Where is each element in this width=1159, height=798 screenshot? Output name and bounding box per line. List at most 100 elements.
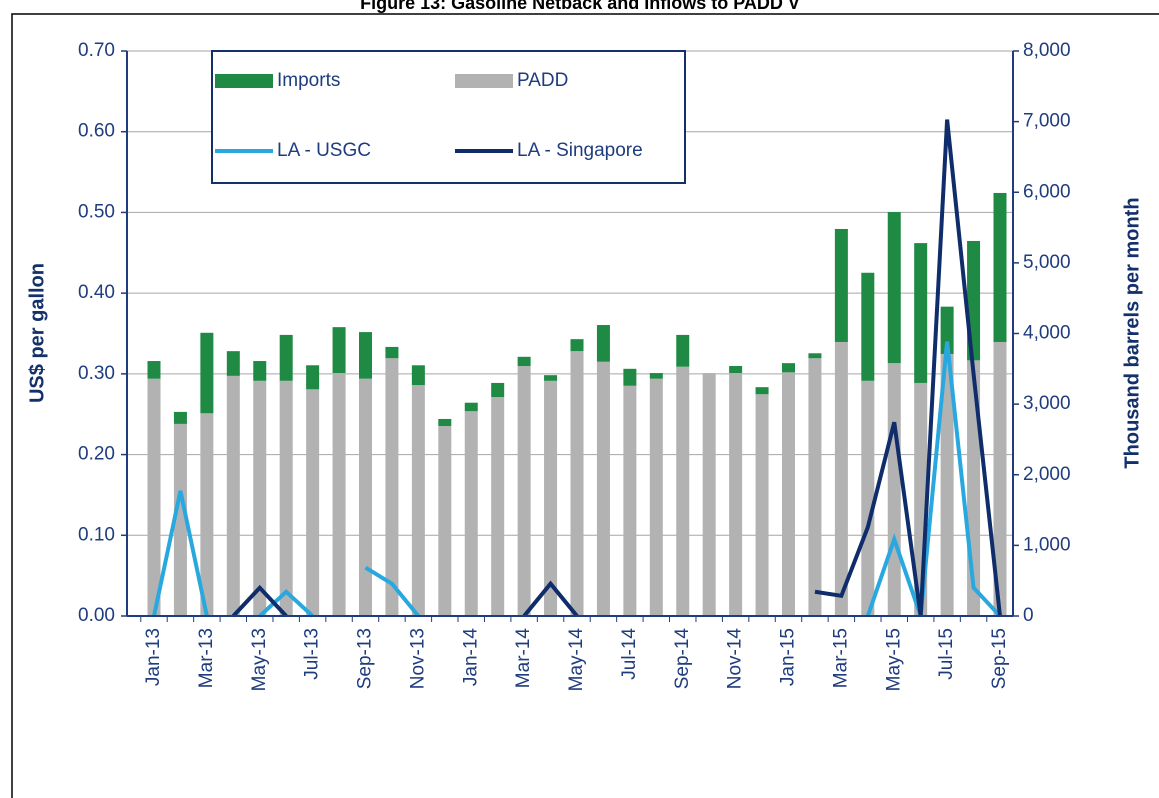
bar bbox=[544, 375, 558, 381]
x-tick-label: May-15 bbox=[883, 628, 904, 691]
bar bbox=[702, 373, 716, 616]
y-tick-label: 0.50 bbox=[78, 201, 115, 222]
legend-label: Imports bbox=[277, 70, 340, 91]
x-tick-label: Nov-14 bbox=[725, 628, 746, 690]
y-tick-label: 0.00 bbox=[78, 605, 115, 626]
bar bbox=[147, 378, 161, 616]
bar bbox=[623, 385, 637, 616]
legend-label: LA - USGC bbox=[277, 140, 371, 161]
bar bbox=[517, 356, 531, 366]
bar bbox=[464, 402, 478, 412]
y2-axis-title: Thousand barrels per month bbox=[1121, 197, 1143, 468]
bar bbox=[649, 378, 663, 616]
bar bbox=[464, 411, 478, 616]
y-tick-label: 0.20 bbox=[78, 444, 115, 465]
legend-swatch bbox=[455, 74, 513, 88]
y-tick-label: 0.60 bbox=[78, 121, 115, 142]
bar bbox=[173, 423, 187, 616]
y2-tick-label: 6,000 bbox=[1023, 181, 1071, 202]
bar bbox=[173, 411, 187, 424]
bar bbox=[385, 346, 399, 359]
bar bbox=[940, 306, 954, 354]
bar bbox=[861, 380, 875, 616]
bar bbox=[226, 375, 240, 616]
bar bbox=[729, 365, 743, 374]
bar bbox=[676, 334, 690, 367]
bar bbox=[676, 366, 690, 616]
y-tick-label: 0.40 bbox=[78, 282, 115, 303]
bar bbox=[834, 341, 848, 616]
y-tick-label: 0.70 bbox=[78, 40, 115, 61]
bar bbox=[359, 332, 372, 379]
line-series bbox=[152, 341, 1002, 618]
bar bbox=[649, 373, 663, 379]
bar bbox=[306, 365, 320, 390]
x-tick-label: Jul-14 bbox=[619, 628, 640, 680]
bar bbox=[332, 373, 346, 616]
y-tick-label: 0.30 bbox=[78, 363, 115, 384]
legend-label: LA - Singapore bbox=[517, 140, 643, 161]
y2-tick-label: 3,000 bbox=[1023, 393, 1071, 414]
bar bbox=[385, 358, 399, 616]
bar bbox=[940, 353, 954, 616]
bar bbox=[253, 380, 267, 616]
bar bbox=[596, 361, 610, 616]
bar bbox=[332, 327, 346, 374]
bar bbox=[279, 334, 293, 381]
x-tick-label: Mar-15 bbox=[830, 628, 851, 688]
bar bbox=[359, 378, 372, 616]
bar bbox=[914, 243, 928, 383]
y2-tick-label: 7,000 bbox=[1023, 111, 1071, 132]
bar bbox=[226, 351, 240, 376]
x-tick-label: Jan-13 bbox=[143, 628, 164, 686]
bar bbox=[200, 332, 214, 414]
y2-tick-label: 5,000 bbox=[1023, 252, 1071, 273]
bar bbox=[782, 372, 795, 616]
bar bbox=[411, 385, 425, 616]
bar bbox=[438, 426, 452, 616]
x-tick-label: May-14 bbox=[566, 628, 587, 692]
bar bbox=[570, 351, 584, 616]
bar bbox=[887, 363, 901, 616]
legend-label: PADD bbox=[517, 70, 568, 91]
y2-tick-label: 1,000 bbox=[1023, 534, 1071, 555]
bar bbox=[887, 212, 901, 364]
bar bbox=[729, 373, 743, 616]
x-tick-label: Jan-14 bbox=[460, 628, 481, 687]
legend: Imports PADD LA - USGC LA - Singapore bbox=[211, 50, 686, 184]
bar bbox=[570, 339, 584, 352]
x-tick-label: May-13 bbox=[249, 628, 270, 691]
bar bbox=[411, 365, 425, 386]
x-tick-label: Sep-15 bbox=[989, 628, 1010, 689]
bar bbox=[755, 394, 769, 616]
y2-tick-label: 8,000 bbox=[1023, 40, 1071, 61]
bar bbox=[491, 382, 505, 398]
x-tick-label: Mar-14 bbox=[513, 628, 534, 689]
legend-swatch bbox=[215, 74, 273, 88]
bar bbox=[755, 387, 769, 395]
x-tick-label: Jan-15 bbox=[778, 628, 799, 686]
bar bbox=[200, 413, 214, 616]
y-tick-label: 0.10 bbox=[78, 524, 115, 545]
x-tick-label: Jul-15 bbox=[936, 628, 957, 680]
bar bbox=[596, 325, 610, 362]
x-tick-label: Nov-13 bbox=[407, 628, 428, 689]
bar bbox=[438, 418, 452, 427]
bar bbox=[147, 361, 161, 379]
y2-tick-label: 4,000 bbox=[1023, 323, 1071, 344]
y2-tick-label: 2,000 bbox=[1023, 464, 1071, 485]
bar bbox=[834, 228, 848, 342]
bar bbox=[993, 341, 1007, 616]
bar bbox=[808, 358, 822, 616]
x-tick-label: Sep-14 bbox=[672, 628, 693, 690]
bar bbox=[993, 192, 1007, 342]
bar bbox=[306, 389, 320, 616]
x-tick-label: Mar-13 bbox=[196, 628, 217, 688]
y2-tick-label: 0 bbox=[1023, 605, 1034, 626]
y-axis-title: US$ per gallon bbox=[26, 263, 48, 403]
bar bbox=[279, 380, 293, 616]
legend-box bbox=[211, 50, 686, 184]
bar bbox=[808, 353, 822, 359]
bar bbox=[782, 363, 795, 373]
